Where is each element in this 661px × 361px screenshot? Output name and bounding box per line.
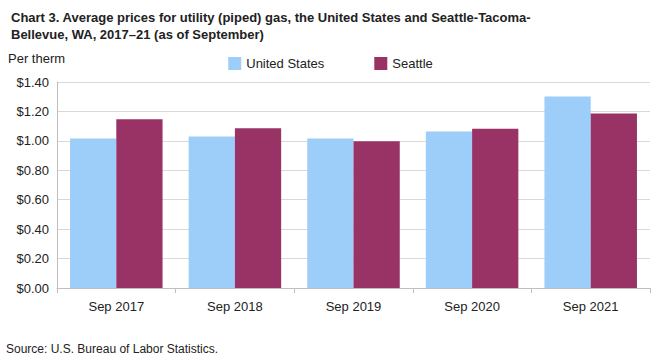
svg-text:Sep 2018: Sep 2018 <box>207 299 263 314</box>
svg-text:Sep 2017: Sep 2017 <box>88 299 144 314</box>
svg-text:$0.60: $0.60 <box>16 192 49 207</box>
svg-text:$1.40: $1.40 <box>16 75 49 90</box>
svg-text:Sep 2019: Sep 2019 <box>326 299 382 314</box>
svg-text:Sep 2021: Sep 2021 <box>563 299 619 314</box>
svg-text:$0.40: $0.40 <box>16 222 49 237</box>
svg-text:$0.80: $0.80 <box>16 163 49 178</box>
svg-text:Chart 3. Average prices for ut: Chart 3. Average prices for utility (pip… <box>11 10 531 25</box>
svg-text:$1.00: $1.00 <box>16 133 49 148</box>
svg-text:$1.20: $1.20 <box>16 104 49 119</box>
svg-text:$0.20: $0.20 <box>16 251 49 266</box>
svg-text:$0.00: $0.00 <box>16 281 49 296</box>
svg-text:Source: U.S. Bureau of Labor S: Source: U.S. Bureau of Labor Statistics. <box>6 342 218 356</box>
svg-text:United States: United States <box>246 56 325 71</box>
svg-text:Bellevue, WA, 2017–21 (as of S: Bellevue, WA, 2017–21 (as of September) <box>11 27 264 42</box>
svg-text:Sep 2020: Sep 2020 <box>444 299 500 314</box>
svg-text:Seattle: Seattle <box>392 56 432 71</box>
svg-text:Per therm: Per therm <box>8 51 65 66</box>
